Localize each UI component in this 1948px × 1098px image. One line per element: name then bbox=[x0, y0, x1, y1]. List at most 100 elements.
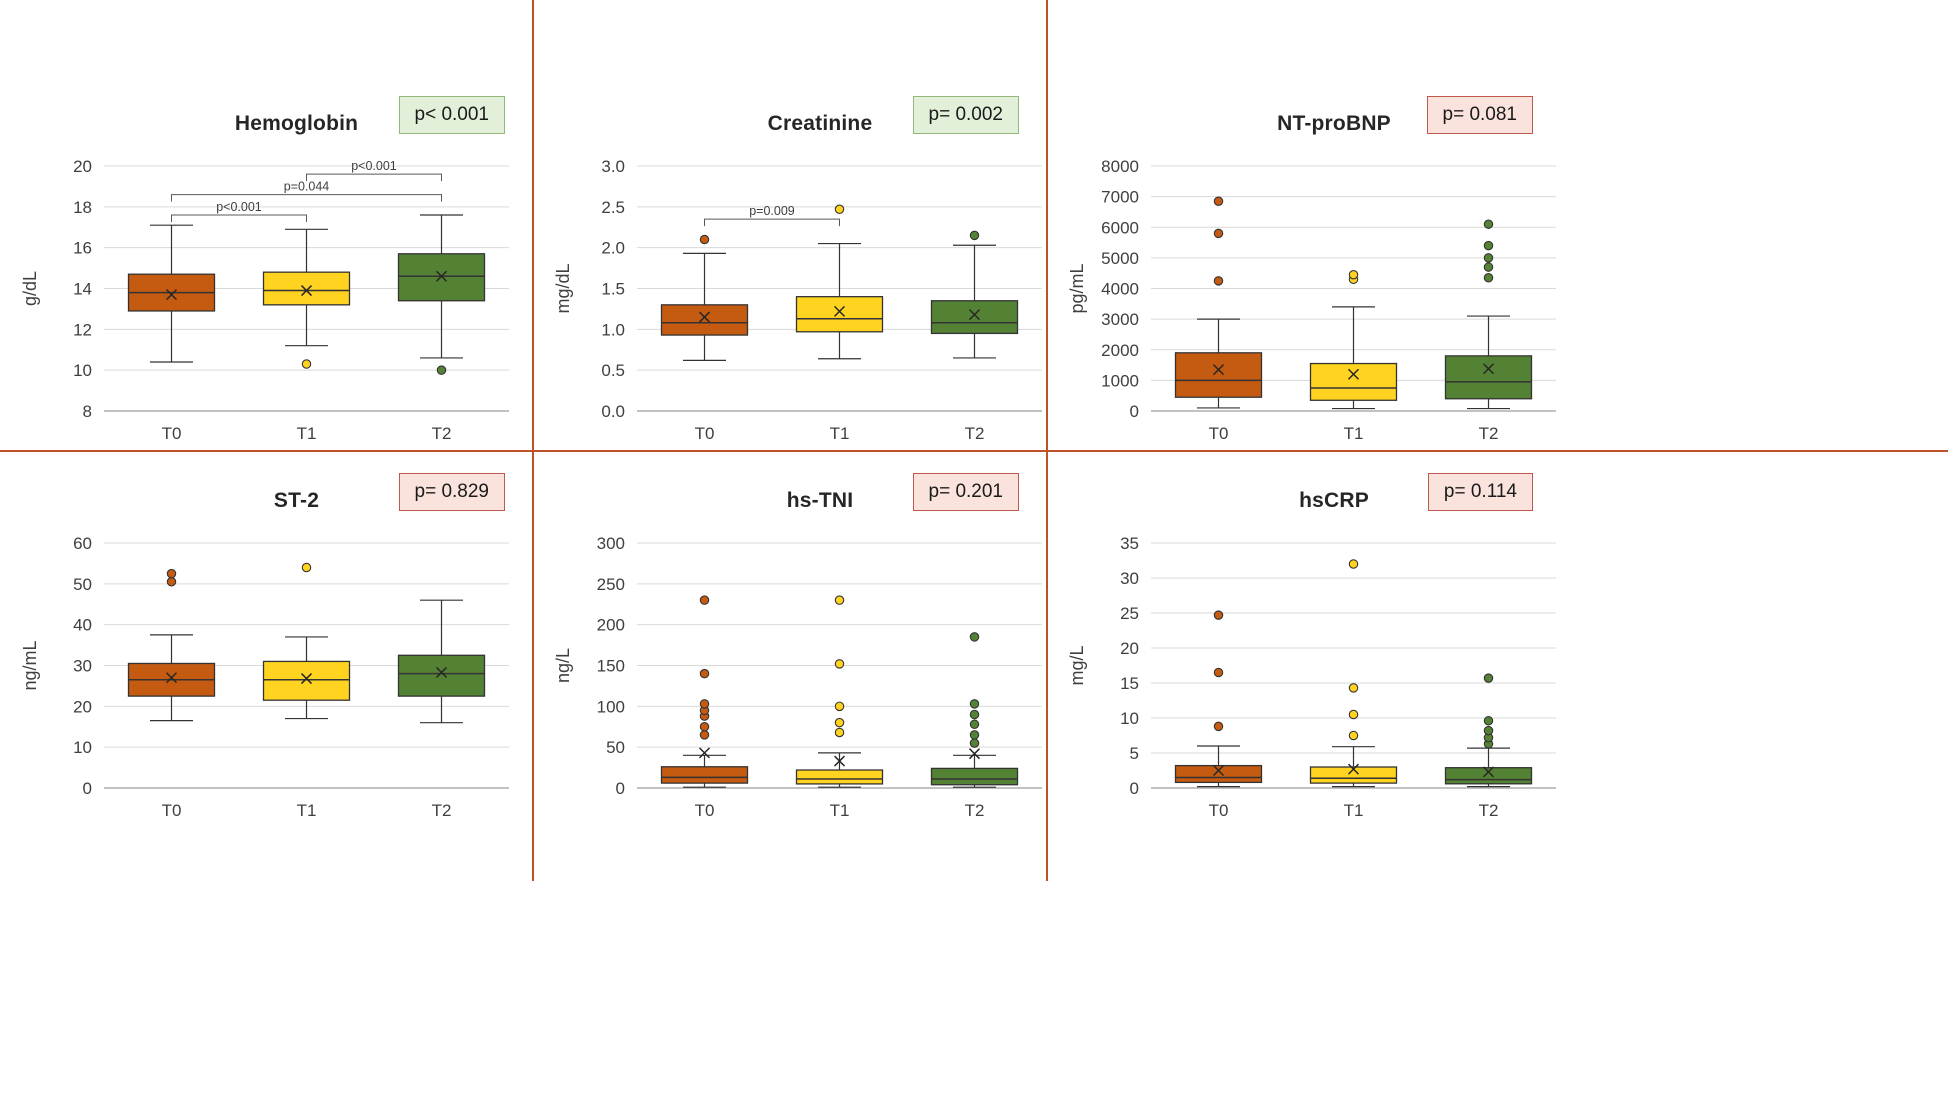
panel-hemoglobin: Hemoglobin p< 0.001 8 10 12 14 16 18 20 g/dL T0 T… bbox=[0, 0, 533, 451]
svg-text:2.0: 2.0 bbox=[601, 239, 625, 258]
svg-text:1.0: 1.0 bbox=[601, 320, 625, 339]
chart-title-st2: ST-2 bbox=[273, 489, 320, 512]
svg-text:p=0.009: p=0.009 bbox=[749, 204, 795, 218]
panel-header: Hemoglobin p< 0.001 bbox=[0, 96, 533, 148]
boxplot-hs-tni: 0 50 100 150 200 250 300 ng/L T0 T1 T2 bbox=[553, 534, 1042, 820]
p-value-badge: p= 0.201 bbox=[912, 473, 1019, 511]
boxplot-hscrp: 0 5 10 15 20 25 30 35 mg/L T0 T1 T2 bbox=[1067, 534, 1556, 820]
panel-header: hsCRP p= 0.114 bbox=[1047, 473, 1561, 525]
svg-text:2.5: 2.5 bbox=[601, 198, 625, 217]
svg-text:p<0.001: p<0.001 bbox=[351, 159, 397, 173]
p-value-badge: p= 0.081 bbox=[1426, 96, 1533, 134]
divider-vertical-2 bbox=[1046, 0, 1048, 881]
svg-text:25: 25 bbox=[1120, 604, 1139, 623]
svg-text:16: 16 bbox=[73, 239, 92, 258]
svg-text:0: 0 bbox=[83, 779, 92, 798]
svg-text:p<0.001: p<0.001 bbox=[216, 200, 262, 214]
svg-text:15: 15 bbox=[1120, 674, 1139, 693]
panel-creatinine: Creatinine p= 0.002 0.0 0.5 1.0 1.5 2.0 2.5 3.… bbox=[533, 0, 1047, 451]
svg-text:50: 50 bbox=[606, 738, 625, 757]
svg-text:30: 30 bbox=[73, 657, 92, 676]
boxplot-hemoglobin: 8 10 12 14 16 18 20 g/dL T0 T1 T2 p<0.001 p=0.044 p<0… bbox=[20, 157, 509, 443]
svg-text:T1: T1 bbox=[1344, 424, 1364, 443]
svg-text:T1: T1 bbox=[297, 424, 317, 443]
svg-text:T1: T1 bbox=[830, 801, 850, 820]
boxplot-nt-probnp: 0 1000 2000 3000 4000 5000 6000 7000 8000 pg/mL T0… bbox=[1067, 157, 1556, 443]
svg-text:T2: T2 bbox=[432, 801, 452, 820]
svg-text:ng/L: ng/L bbox=[553, 648, 573, 683]
chart-title-hemoglobin: Hemoglobin bbox=[234, 112, 359, 135]
svg-text:150: 150 bbox=[597, 657, 625, 676]
svg-text:0.5: 0.5 bbox=[601, 361, 625, 380]
panel-st2: ST-2 p= 0.829 0 10 20 30 40 50 60 ng/mL T0 T1 T2 bbox=[0, 451, 533, 881]
svg-text:2000: 2000 bbox=[1101, 341, 1139, 360]
svg-text:100: 100 bbox=[597, 697, 625, 716]
svg-text:p=0.044: p=0.044 bbox=[284, 180, 330, 194]
svg-text:0: 0 bbox=[616, 779, 625, 798]
svg-text:T2: T2 bbox=[432, 424, 452, 443]
svg-text:250: 250 bbox=[597, 575, 625, 594]
svg-text:60: 60 bbox=[73, 534, 92, 553]
svg-text:20: 20 bbox=[73, 697, 92, 716]
panel-hscrp: hsCRP p= 0.114 0 5 10 15 20 25 30 35 mg/L T0 T1 T2 bbox=[1047, 451, 1561, 881]
svg-text:T0: T0 bbox=[1209, 424, 1229, 443]
p-value-badge: p= 0.829 bbox=[398, 473, 505, 511]
svg-text:10: 10 bbox=[73, 738, 92, 757]
panel-header: NT-proBNP p= 0.081 bbox=[1047, 96, 1561, 148]
svg-text:20: 20 bbox=[73, 157, 92, 176]
svg-text:14: 14 bbox=[73, 280, 92, 299]
p-value-badge: p= 0.114 bbox=[1427, 473, 1533, 511]
svg-text:3000: 3000 bbox=[1101, 310, 1139, 329]
svg-text:3.0: 3.0 bbox=[601, 157, 625, 176]
p-value-badge: p< 0.001 bbox=[398, 96, 505, 134]
svg-text:0: 0 bbox=[1130, 779, 1139, 798]
p-value-badge: p= 0.002 bbox=[912, 96, 1019, 134]
divider-vertical-1 bbox=[532, 0, 534, 881]
svg-text:1.5: 1.5 bbox=[601, 280, 625, 299]
svg-text:T1: T1 bbox=[297, 801, 317, 820]
svg-text:T0: T0 bbox=[162, 424, 182, 443]
chart-title-hs-tni: hs-TNI bbox=[786, 489, 854, 512]
svg-text:7000: 7000 bbox=[1101, 188, 1139, 207]
svg-text:8: 8 bbox=[83, 402, 92, 421]
svg-text:T2: T2 bbox=[1479, 424, 1499, 443]
svg-text:T0: T0 bbox=[162, 801, 182, 820]
svg-text:T2: T2 bbox=[965, 424, 985, 443]
svg-text:300: 300 bbox=[597, 534, 625, 553]
panel-header: Creatinine p= 0.002 bbox=[533, 96, 1047, 148]
boxplot-st2: 0 10 20 30 40 50 60 ng/mL T0 T1 T2 bbox=[20, 534, 509, 820]
svg-text:8000: 8000 bbox=[1101, 157, 1139, 176]
svg-text:50: 50 bbox=[73, 575, 92, 594]
svg-text:0.0: 0.0 bbox=[601, 402, 625, 421]
svg-text:12: 12 bbox=[73, 320, 92, 339]
svg-text:T0: T0 bbox=[695, 801, 715, 820]
chart-title-creatinine: Creatinine bbox=[767, 112, 873, 135]
svg-text:pg/mL: pg/mL bbox=[1067, 263, 1087, 313]
boxplot-creatinine: 0.0 0.5 1.0 1.5 2.0 2.5 3.0 mg/dL T0 T1 T2 p=0.009 bbox=[553, 157, 1042, 443]
svg-text:T1: T1 bbox=[830, 424, 850, 443]
svg-text:ng/mL: ng/mL bbox=[20, 640, 40, 690]
svg-text:mg/L: mg/L bbox=[1067, 645, 1087, 685]
svg-text:20: 20 bbox=[1120, 639, 1139, 658]
panel-nt-probnp: NT-proBNP p= 0.081 0 1000 2000 3000 4000 5000… bbox=[1047, 0, 1561, 451]
panel-header: hs-TNI p= 0.201 bbox=[533, 473, 1047, 525]
panel-header: ST-2 p= 0.829 bbox=[0, 473, 533, 525]
svg-text:0: 0 bbox=[1130, 402, 1139, 421]
svg-text:35: 35 bbox=[1120, 534, 1139, 553]
svg-text:mg/dL: mg/dL bbox=[553, 263, 573, 313]
svg-text:5000: 5000 bbox=[1101, 249, 1139, 268]
svg-text:T2: T2 bbox=[965, 801, 985, 820]
svg-text:4000: 4000 bbox=[1101, 280, 1139, 299]
svg-text:30: 30 bbox=[1120, 569, 1139, 588]
chart-title-nt-probnp: NT-proBNP bbox=[1277, 112, 1391, 135]
svg-text:5: 5 bbox=[1130, 744, 1139, 763]
divider-horizontal bbox=[0, 450, 1948, 452]
svg-text:10: 10 bbox=[1120, 709, 1139, 728]
svg-text:g/dL: g/dL bbox=[20, 271, 40, 306]
svg-text:T0: T0 bbox=[695, 424, 715, 443]
svg-text:T0: T0 bbox=[1209, 801, 1229, 820]
chart-title-hscrp: hsCRP bbox=[1299, 489, 1369, 512]
svg-text:200: 200 bbox=[597, 616, 625, 635]
svg-text:1000: 1000 bbox=[1101, 371, 1139, 390]
